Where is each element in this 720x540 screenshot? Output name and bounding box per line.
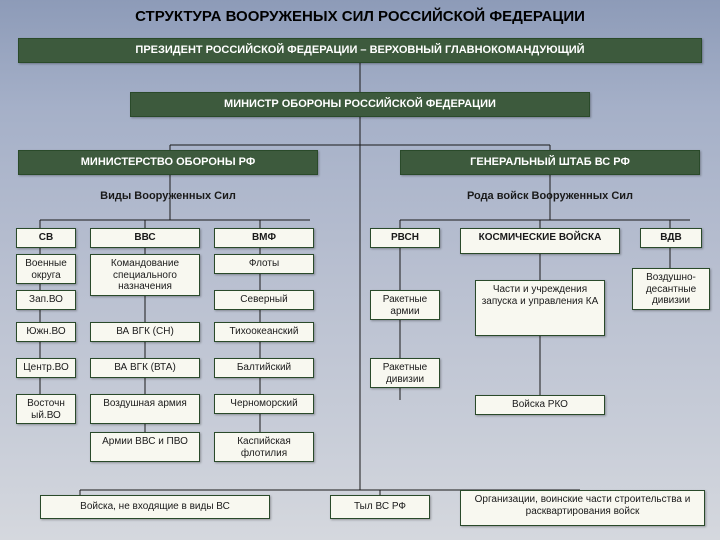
vvs-ksn: Командование специального назначения <box>90 254 200 296</box>
sv-head: СВ <box>16 228 76 248</box>
tyl-box: Тыл ВС РФ <box>330 495 430 519</box>
vdv-div: Воздушно-десантные дивизии <box>632 268 710 310</box>
vmf-kasp: Каспийская флотилия <box>214 432 314 462</box>
main-title: СТРУКТУРА ВООРУЖЕНЫХ СИЛ РОССИЙСКОЙ ФЕДЕ… <box>0 8 720 25</box>
not-in-box: Войска, не входящие в виды ВС <box>40 495 270 519</box>
rvsn-div: Ракетные дивизии <box>370 358 440 388</box>
kosm-ka: Части и учреждения запуска и управления … <box>475 280 605 336</box>
sv-zap: Зап.ВО <box>16 290 76 310</box>
sv-yuzh: Южн.ВО <box>16 322 76 342</box>
sv-centr: Центр.ВО <box>16 358 76 378</box>
vmf-chern: Черноморский <box>214 394 314 414</box>
ministry-box: МИНИСТЕРСТВО ОБОРОНЫ РФ <box>18 150 318 175</box>
vvs-vagvk-vta: ВА ВГК (ВТА) <box>90 358 200 378</box>
minister-box: МИНИСТР ОБОРОНЫ РОССИЙСКОЙ ФЕДЕРАЦИИ <box>130 92 590 117</box>
rvsn-army: Ракетные армии <box>370 290 440 320</box>
vvs-vagvk-sn: ВА ВГК (СН) <box>90 322 200 342</box>
branches-label: Рода войск Вооруженных Сил <box>400 190 700 202</box>
vmf-balt: Балтийский <box>214 358 314 378</box>
kosm-head: КОСМИЧЕСКИЕ ВОЙСКА <box>460 228 620 254</box>
types-label: Виды Вооруженных Сил <box>18 190 318 202</box>
sv-districts: Военные округа <box>16 254 76 284</box>
president-box: ПРЕЗИДЕНТ РОССИЙСКОЙ ФЕДЕРАЦИИ – ВЕРХОВН… <box>18 38 702 63</box>
vmf-fleets: Флоты <box>214 254 314 274</box>
sv-vost: Восточн ый.ВО <box>16 394 76 424</box>
vmf-head: ВМФ <box>214 228 314 248</box>
vvs-vozd: Воздушная армия <box>90 394 200 424</box>
genstaff-box: ГЕНЕРАЛЬНЫЙ ШТАБ ВС РФ <box>400 150 700 175</box>
vvs-pvo: Армии ВВС и ПВО <box>90 432 200 462</box>
vvs-head: ВВС <box>90 228 200 248</box>
content: СТРУКТУРА ВООРУЖЕНЫХ СИЛ РОССИЙСКОЙ ФЕДЕ… <box>0 0 720 12</box>
vdv-head: ВДВ <box>640 228 702 248</box>
vmf-sev: Северный <box>214 290 314 310</box>
org-box: Организации, воинские части строительств… <box>460 490 705 526</box>
kosm-rko: Войска РКО <box>475 395 605 415</box>
rvsn-head: РВСН <box>370 228 440 248</box>
vmf-tikh: Тихоокеанский <box>214 322 314 342</box>
